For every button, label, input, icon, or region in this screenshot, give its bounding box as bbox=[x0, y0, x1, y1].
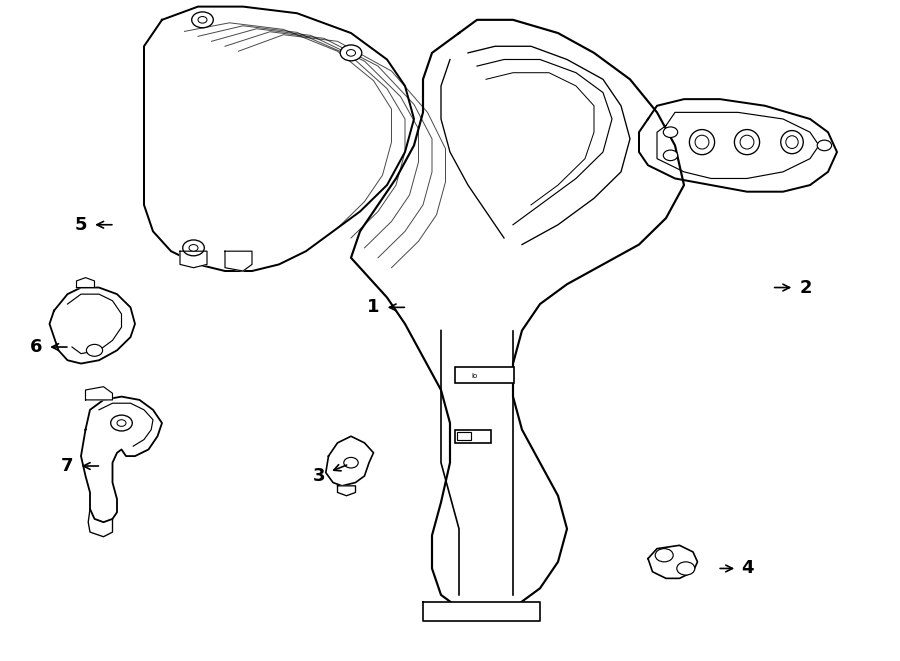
Polygon shape bbox=[50, 288, 135, 364]
Circle shape bbox=[655, 549, 673, 562]
Polygon shape bbox=[86, 387, 112, 400]
Polygon shape bbox=[144, 7, 414, 271]
FancyBboxPatch shape bbox=[455, 430, 491, 443]
Circle shape bbox=[111, 415, 132, 431]
Text: 1: 1 bbox=[367, 298, 380, 317]
Circle shape bbox=[344, 457, 358, 468]
Polygon shape bbox=[81, 397, 162, 522]
Ellipse shape bbox=[689, 130, 715, 155]
Polygon shape bbox=[648, 545, 698, 578]
Circle shape bbox=[117, 420, 126, 426]
Circle shape bbox=[340, 45, 362, 61]
Circle shape bbox=[183, 240, 204, 256]
Polygon shape bbox=[180, 251, 207, 268]
Polygon shape bbox=[326, 436, 374, 486]
Polygon shape bbox=[338, 486, 356, 496]
Text: 6: 6 bbox=[30, 338, 42, 356]
Ellipse shape bbox=[786, 136, 798, 149]
FancyBboxPatch shape bbox=[457, 432, 471, 440]
Circle shape bbox=[346, 50, 356, 56]
Circle shape bbox=[86, 344, 103, 356]
Circle shape bbox=[192, 12, 213, 28]
Ellipse shape bbox=[740, 136, 754, 149]
Text: 2: 2 bbox=[799, 278, 812, 297]
Circle shape bbox=[189, 245, 198, 251]
Polygon shape bbox=[639, 99, 837, 192]
Text: 7: 7 bbox=[61, 457, 74, 475]
Ellipse shape bbox=[734, 130, 760, 155]
Ellipse shape bbox=[695, 136, 709, 149]
Text: 5: 5 bbox=[75, 215, 87, 234]
Circle shape bbox=[198, 17, 207, 23]
Circle shape bbox=[817, 140, 832, 151]
Ellipse shape bbox=[781, 131, 803, 154]
Polygon shape bbox=[351, 20, 684, 615]
FancyBboxPatch shape bbox=[455, 367, 514, 383]
Polygon shape bbox=[225, 251, 252, 271]
Text: 4: 4 bbox=[741, 559, 753, 578]
Circle shape bbox=[677, 562, 695, 575]
Text: lo: lo bbox=[472, 373, 477, 379]
Polygon shape bbox=[76, 278, 94, 288]
Text: 3: 3 bbox=[313, 467, 326, 485]
Circle shape bbox=[663, 127, 678, 137]
Circle shape bbox=[663, 150, 678, 161]
Polygon shape bbox=[423, 602, 540, 621]
